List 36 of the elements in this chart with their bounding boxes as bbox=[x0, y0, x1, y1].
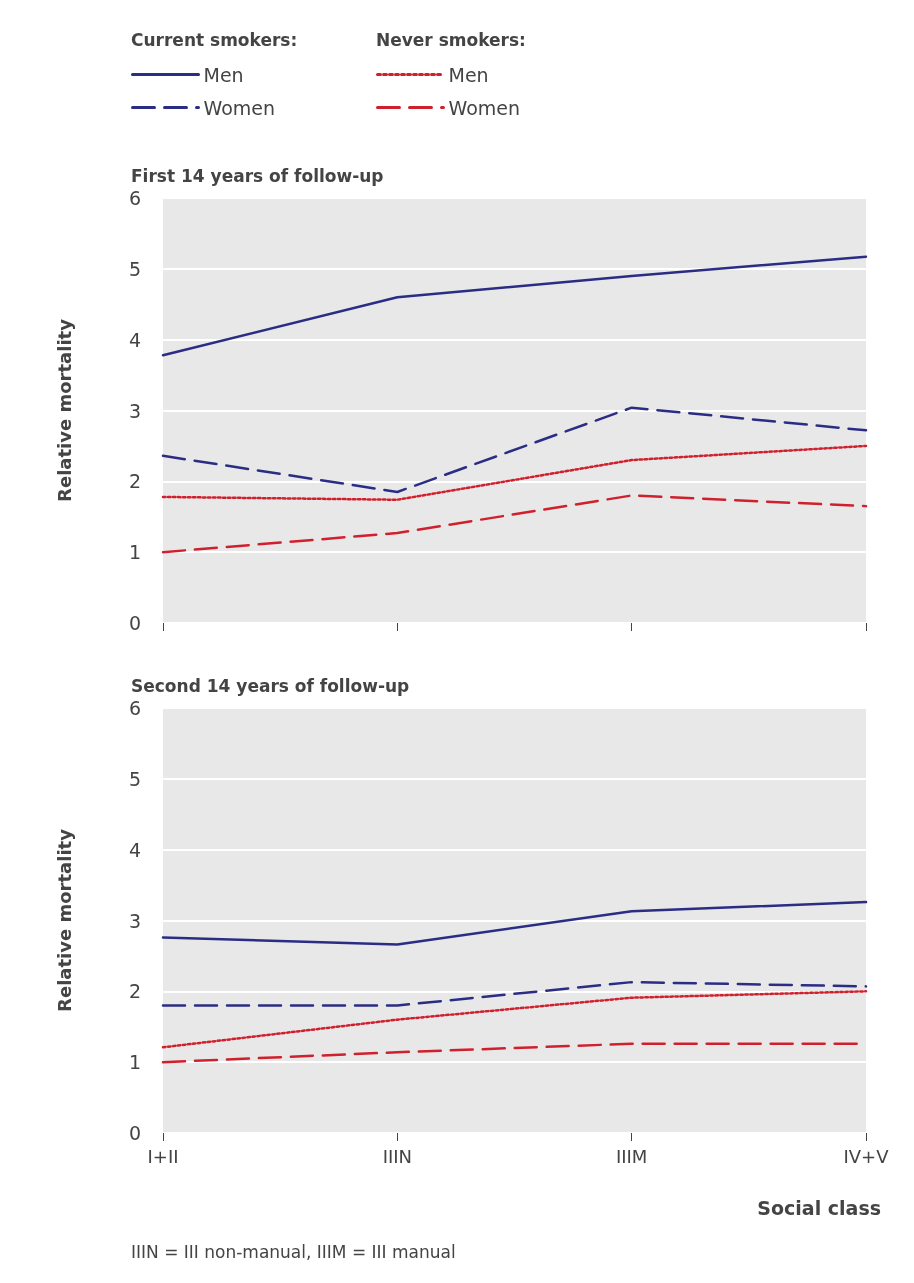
legend-label: Women bbox=[203, 96, 276, 119]
y-tick-label: 5 bbox=[128, 257, 141, 280]
y-tick-label: 6 bbox=[128, 697, 141, 719]
chart-title: First 14 years of follow-up bbox=[131, 165, 384, 186]
y-tick-label: 4 bbox=[128, 838, 141, 861]
y-tick-label: 1 bbox=[128, 1051, 141, 1074]
x-tick-label: IIIN bbox=[382, 1145, 413, 1167]
y-tick-label: 6 bbox=[128, 187, 141, 209]
x-tick-label: I+II bbox=[147, 1145, 179, 1167]
legend-label: Men bbox=[448, 63, 489, 86]
text: IIIN = III non-manual, IIIM = III manual bbox=[131, 1241, 456, 1262]
x-tick-label: IV+V bbox=[843, 1145, 890, 1167]
legend-label: Men bbox=[203, 63, 244, 86]
line-series bbox=[161, 900, 868, 946]
text: Never smokers: bbox=[376, 29, 526, 50]
line-series bbox=[161, 255, 868, 357]
y-tick-label: 3 bbox=[128, 399, 141, 422]
chart-title: Second 14 years of follow-up bbox=[131, 675, 410, 696]
y-tick-label: 0 bbox=[128, 612, 141, 634]
y-tick-label: 4 bbox=[128, 328, 141, 351]
line-series bbox=[161, 444, 868, 501]
y-tick-label: 5 bbox=[128, 767, 141, 790]
y-tick-label: 2 bbox=[128, 980, 141, 1003]
y-tick-label: 2 bbox=[128, 470, 141, 493]
y-axis-title: Relative mortality bbox=[53, 828, 75, 1012]
line-series bbox=[161, 990, 868, 1049]
x-axis-title: Social class bbox=[757, 1196, 882, 1219]
x-tick-label: IIIM bbox=[615, 1145, 648, 1167]
y-tick-label: 0 bbox=[128, 1122, 141, 1144]
y-axis-title: Relative mortality bbox=[53, 318, 75, 502]
legend-label: Women bbox=[448, 96, 521, 119]
text: Current smokers: bbox=[131, 29, 298, 50]
y-tick-label: 1 bbox=[128, 541, 141, 564]
line-series bbox=[161, 494, 868, 554]
y-tick-label: 3 bbox=[128, 909, 141, 932]
line-series bbox=[161, 406, 868, 494]
